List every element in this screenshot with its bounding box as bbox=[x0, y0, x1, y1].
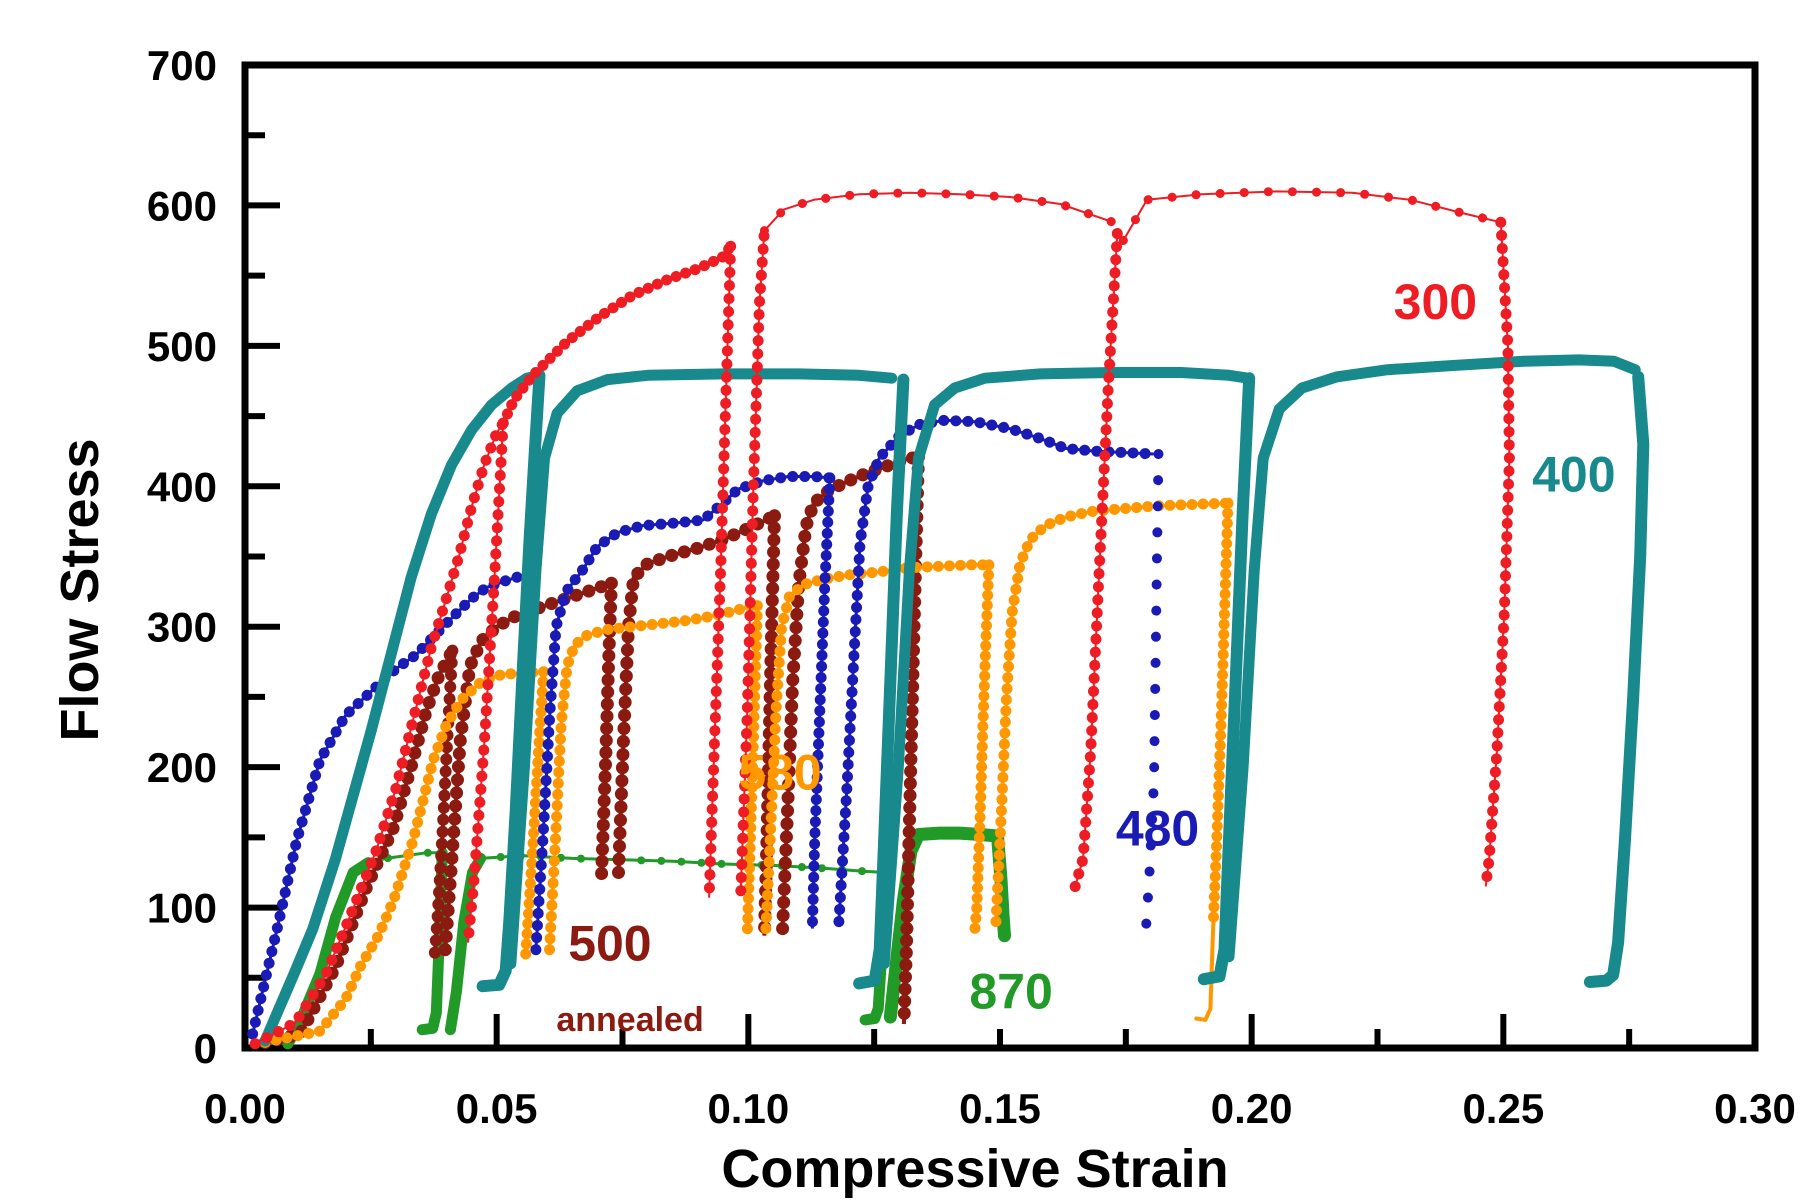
curve-300 bbox=[249, 186, 1515, 1050]
curve-label-580: 580 bbox=[738, 744, 821, 800]
curve-label-500: 500 bbox=[568, 916, 651, 972]
y-tick-label: 400 bbox=[147, 463, 217, 510]
curve-label-400: 400 bbox=[1532, 447, 1615, 503]
curve-480 bbox=[247, 414, 1164, 1040]
x-tick-label: 0.10 bbox=[707, 1085, 789, 1132]
curve-label-870: 870 bbox=[969, 963, 1052, 1019]
y-tick-label: 100 bbox=[147, 885, 217, 932]
y-tick-label: 600 bbox=[147, 182, 217, 229]
x-tick-label: 0.25 bbox=[1462, 1085, 1544, 1132]
y-tick-label: 500 bbox=[147, 323, 217, 370]
x-axis-title: Compressive Strain bbox=[721, 1139, 1229, 1199]
x-tick-label: 0.15 bbox=[959, 1085, 1041, 1132]
curve-label-annealed: annealed bbox=[556, 1001, 703, 1039]
x-tick-label: 0.00 bbox=[204, 1085, 286, 1132]
y-tick-label: 0 bbox=[194, 1025, 217, 1072]
curve-label-300: 300 bbox=[1394, 274, 1477, 330]
y-tick-label: 200 bbox=[147, 744, 217, 791]
curve-400 bbox=[259, 354, 1650, 1047]
y-tick-label: 300 bbox=[147, 604, 217, 651]
x-tick-label: 0.30 bbox=[1714, 1085, 1796, 1132]
x-tick-label: 0.20 bbox=[1211, 1085, 1293, 1132]
y-axis-title: Flow Stress bbox=[50, 438, 110, 742]
curve-label-480: 480 bbox=[1116, 801, 1199, 857]
x-tick-label: 0.05 bbox=[456, 1085, 538, 1132]
y-tick-label: 700 bbox=[147, 42, 217, 89]
axis-ticks bbox=[242, 62, 1758, 1051]
